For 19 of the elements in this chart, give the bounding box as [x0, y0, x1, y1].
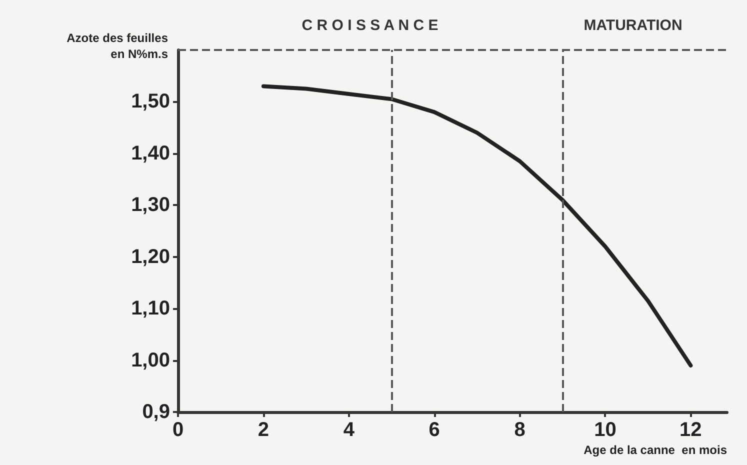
y-tick-label: 1,00: [131, 349, 170, 372]
y-tick-label: 1,50: [131, 90, 170, 113]
y-axis-title: Azote des feuilles en N%m.s: [66, 31, 168, 61]
text: MATURATION: [584, 17, 682, 34]
x-tick-label: 0: [172, 419, 184, 441]
text: C R O I S S A N C E: [302, 17, 438, 34]
x-tick-label: 12: [680, 419, 702, 441]
x-tick-label: 8: [514, 419, 526, 441]
x-tick-label: 6: [428, 419, 440, 441]
x-tick-label: 10: [594, 419, 616, 441]
y-tick-label: 1,20: [131, 246, 170, 268]
x-axis-title: Age de la canne en mois: [584, 443, 728, 457]
y-tick-label: 1,30: [131, 194, 170, 216]
x-tick-label: 4: [343, 419, 356, 441]
y-tick-label: 0,9: [142, 401, 170, 423]
x-tick-label: 2: [258, 419, 270, 441]
line-series: [261, 84, 693, 368]
y-tick-label: 1,40: [131, 142, 170, 164]
y-tick-label: 1,10: [131, 298, 170, 320]
